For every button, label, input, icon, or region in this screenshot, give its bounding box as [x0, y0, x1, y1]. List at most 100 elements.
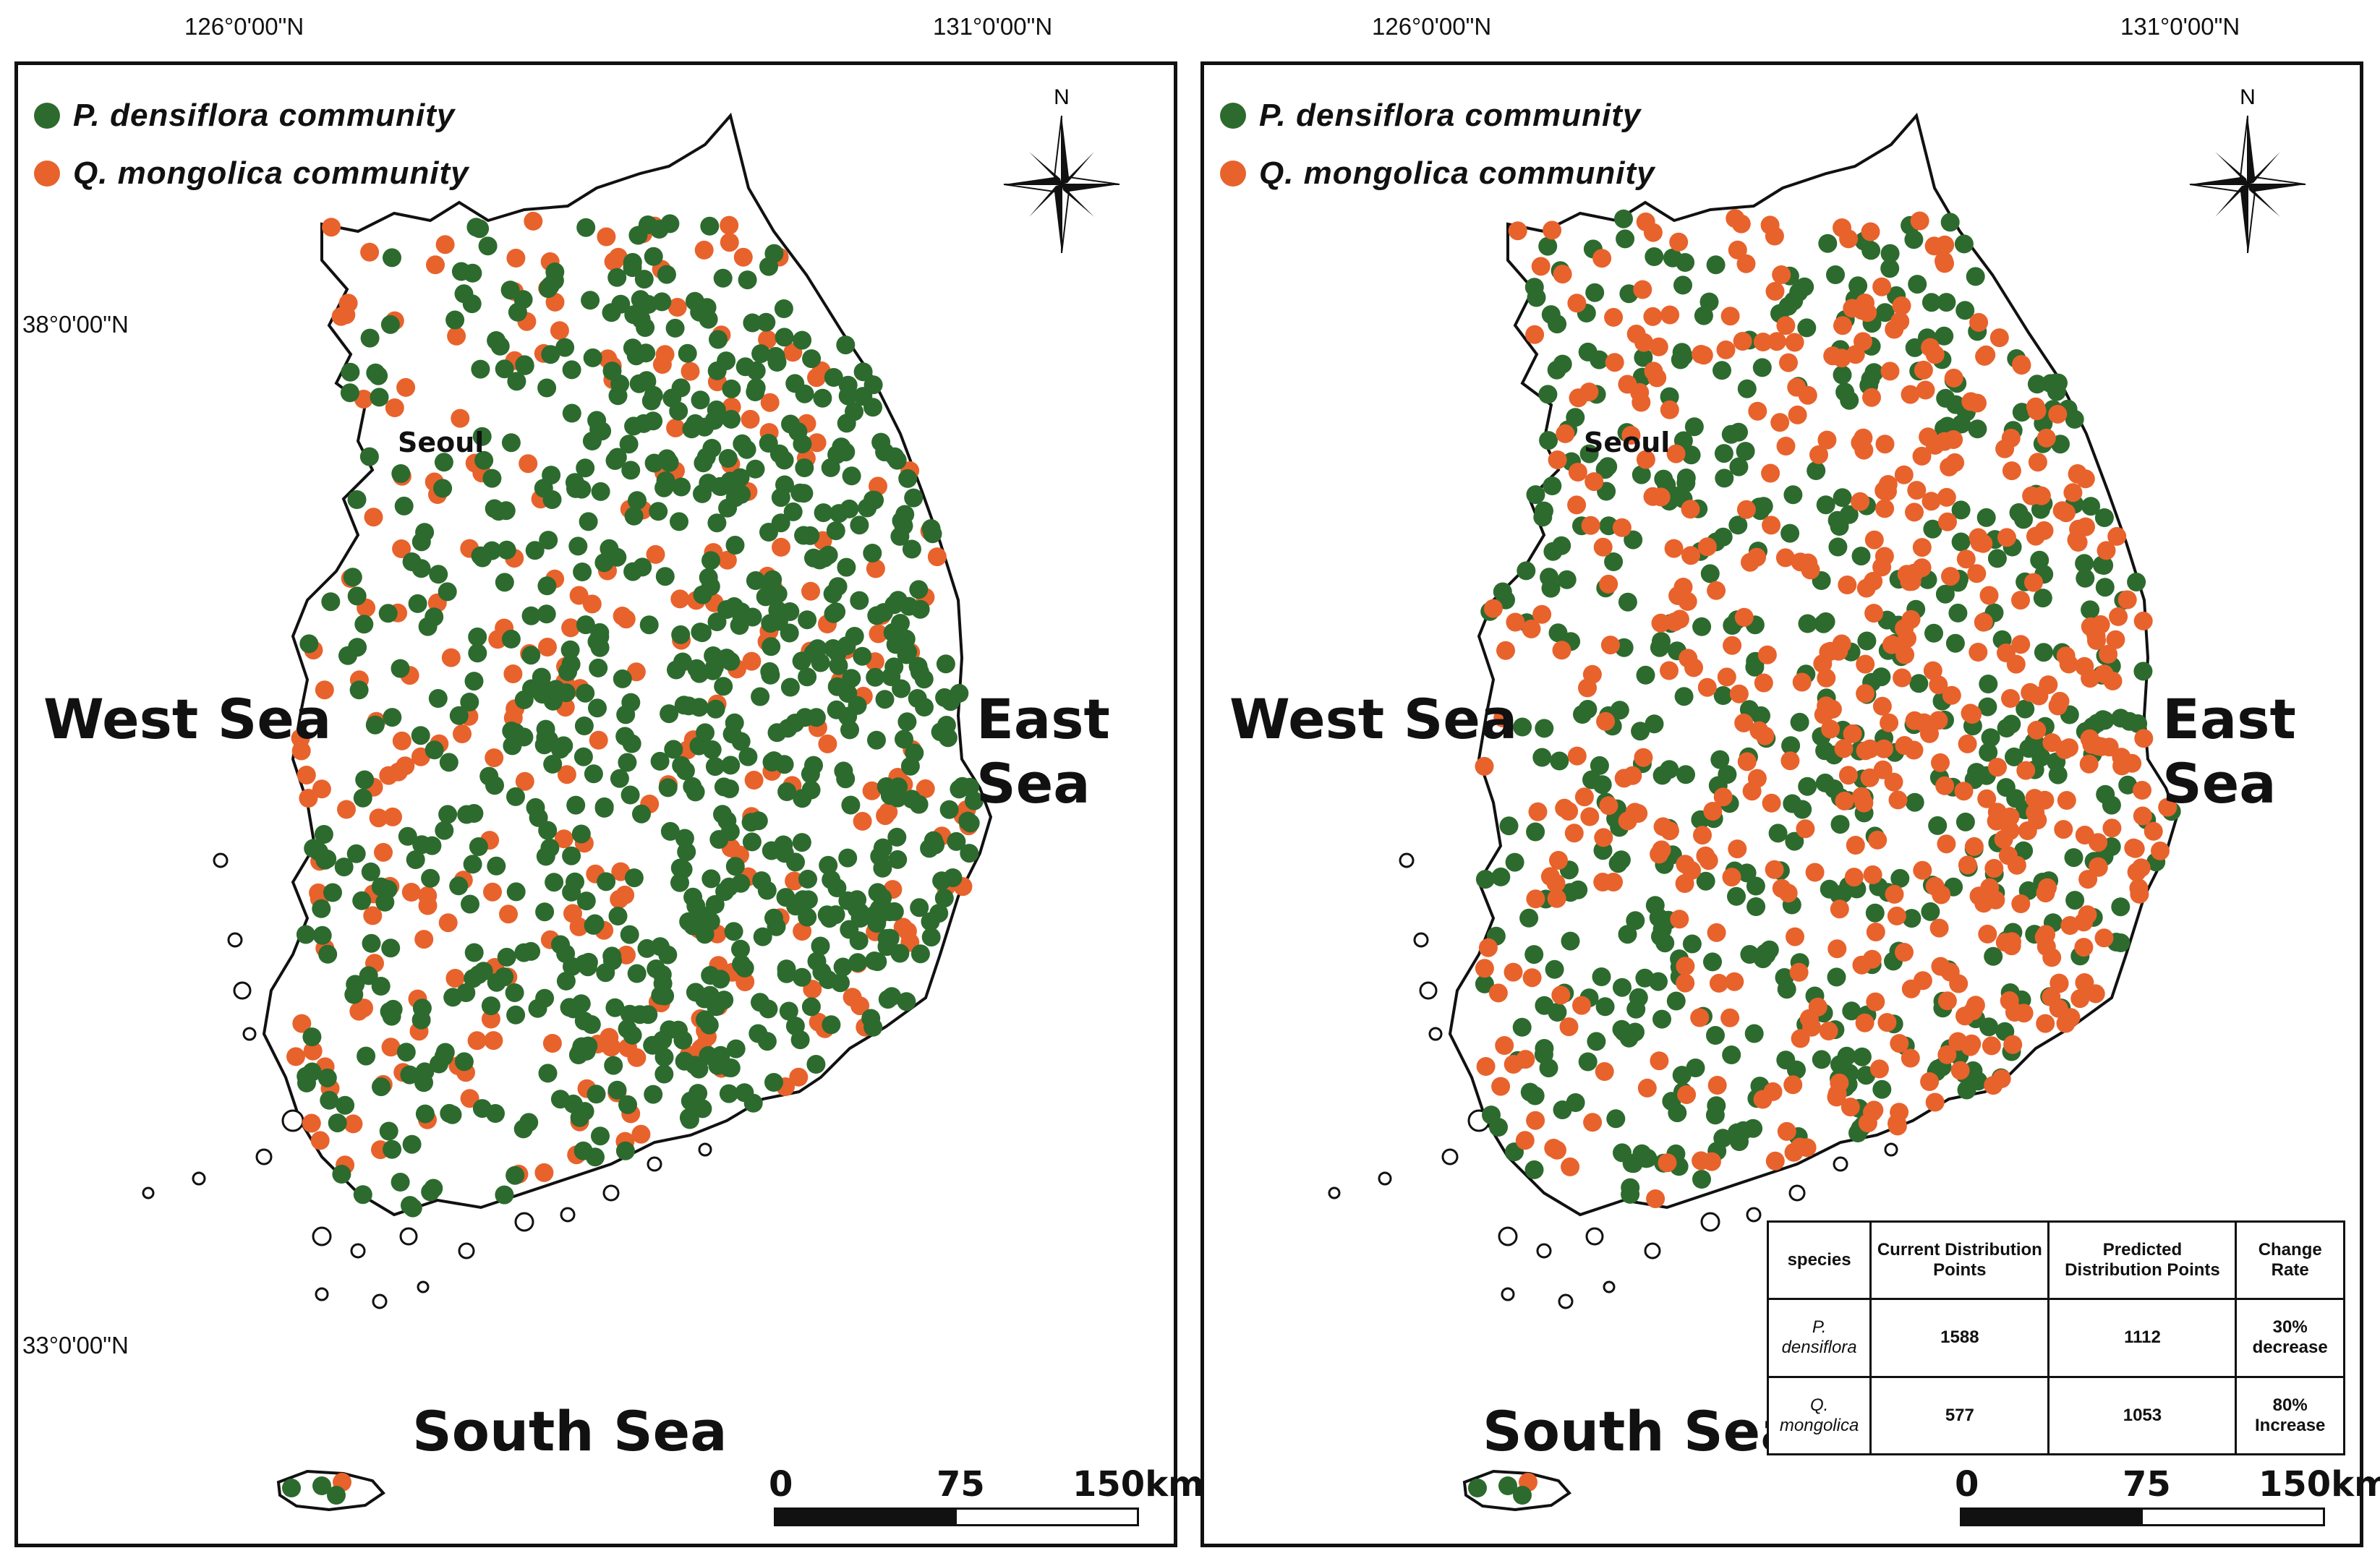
point-densiflora — [381, 938, 401, 958]
point-densiflora — [1578, 700, 1598, 719]
point-densiflora — [470, 219, 490, 239]
point-densiflora — [1592, 967, 1611, 986]
point-mongolica — [1675, 874, 1694, 893]
point-densiflora — [328, 1113, 347, 1133]
point-densiflora — [1798, 614, 1817, 633]
point-densiflora — [1830, 815, 1850, 834]
point-densiflora — [905, 743, 924, 763]
point-densiflora — [1979, 743, 1998, 762]
point-mongolica — [1747, 547, 1767, 567]
scale-label-75: 75 — [937, 1464, 985, 1505]
point-mongolica — [1713, 787, 1733, 807]
point-densiflora — [781, 414, 800, 434]
point-mongolica — [1834, 739, 1854, 758]
point-densiflora — [317, 850, 337, 868]
point-densiflora — [1604, 552, 1624, 571]
legend-label-mongolica: Q. mongolica community — [1259, 155, 1655, 191]
point-densiflora — [2014, 841, 2034, 860]
point-mongolica — [1961, 392, 1981, 411]
point-densiflora — [653, 1030, 673, 1050]
point-densiflora — [576, 615, 595, 635]
point-densiflora — [726, 1039, 746, 1059]
point-densiflora — [910, 898, 929, 918]
point-mongolica — [1475, 959, 1494, 978]
point-densiflora — [892, 679, 911, 698]
point-mongolica — [563, 904, 582, 923]
point-densiflora — [353, 1185, 372, 1205]
point-mongolica — [720, 233, 739, 252]
point-mongolica — [1643, 307, 1663, 326]
point-densiflora — [895, 730, 913, 749]
point-mongolica — [744, 771, 764, 790]
point-densiflora — [411, 726, 430, 745]
point-densiflora — [1566, 1093, 1585, 1112]
point-densiflora — [1636, 665, 1655, 685]
point-densiflora — [2133, 662, 2153, 681]
point-densiflora — [506, 1005, 526, 1025]
point-densiflora — [1851, 547, 1871, 566]
point-densiflora — [764, 244, 784, 263]
point-densiflora — [1714, 444, 1733, 463]
lon-label-126-left: 126°0'00"N — [184, 13, 304, 40]
point-mongolica — [1707, 923, 1726, 942]
point-densiflora — [701, 869, 721, 889]
point-mongolica — [2133, 781, 2151, 800]
point-mongolica — [1717, 667, 1736, 687]
point-densiflora — [828, 577, 848, 596]
point-densiflora — [302, 1027, 322, 1047]
point-densiflora — [751, 344, 771, 364]
point-densiflora — [802, 349, 822, 369]
point-densiflora — [411, 1010, 431, 1030]
point-densiflora — [868, 883, 887, 902]
point-mongolica — [2012, 355, 2031, 374]
point-mongolica — [1854, 793, 1874, 813]
point-mongolica — [1888, 790, 1908, 810]
legend-item-densiflora: P. densiflora community — [1220, 87, 1655, 145]
point-densiflora — [923, 524, 942, 544]
point-densiflora — [867, 606, 887, 625]
point-mongolica — [1632, 393, 1651, 412]
point-mongolica — [445, 969, 465, 988]
point-mongolica — [735, 972, 755, 991]
point-mongolica — [893, 918, 913, 937]
point-densiflora — [722, 724, 742, 744]
point-mongolica — [1543, 221, 1562, 240]
point-mongolica — [1874, 481, 1894, 500]
point-mongolica — [1677, 1085, 1697, 1104]
point-densiflora — [537, 576, 557, 596]
point-densiflora — [1807, 461, 1826, 480]
lon-label-126-right: 126°0'00"N — [1372, 13, 1492, 40]
point-densiflora — [1543, 476, 1562, 495]
point-densiflora — [934, 889, 954, 908]
point-mongolica — [1555, 798, 1574, 818]
point-densiflora — [349, 680, 369, 700]
point-densiflora — [775, 844, 794, 863]
point-densiflora — [1579, 444, 1599, 463]
point-densiflora — [302, 1062, 322, 1082]
point-densiflora — [713, 268, 733, 288]
point-densiflora — [652, 965, 672, 984]
point-densiflora — [2076, 568, 2095, 588]
point-densiflora — [711, 1045, 730, 1065]
table-cell: 1588 — [1869, 1298, 2050, 1378]
point-mongolica — [1919, 427, 1938, 447]
table-row: Q. mongolica 577 1053 80% Increase — [1766, 1375, 2345, 1456]
point-densiflora — [699, 474, 718, 493]
table-cell-species: P. densiflora — [1766, 1298, 1872, 1378]
point-densiflora — [748, 1024, 768, 1043]
point-mongolica — [1767, 332, 1786, 351]
point-mongolica — [1579, 382, 1599, 402]
point-densiflora — [317, 1068, 337, 1087]
point-densiflora — [1553, 354, 1572, 374]
point-densiflora — [421, 1182, 440, 1202]
point-mongolica — [383, 807, 402, 826]
point-densiflora — [588, 698, 607, 718]
point-mongolica — [1869, 1059, 1889, 1079]
point-densiflora — [1978, 697, 1997, 717]
point-densiflora — [848, 953, 867, 972]
point-mongolica — [1935, 235, 1955, 255]
point-densiflora — [336, 1095, 355, 1115]
north-arrow-icon: N — [1003, 85, 1120, 253]
point-densiflora — [582, 432, 602, 450]
point-mongolica — [2036, 428, 2056, 448]
